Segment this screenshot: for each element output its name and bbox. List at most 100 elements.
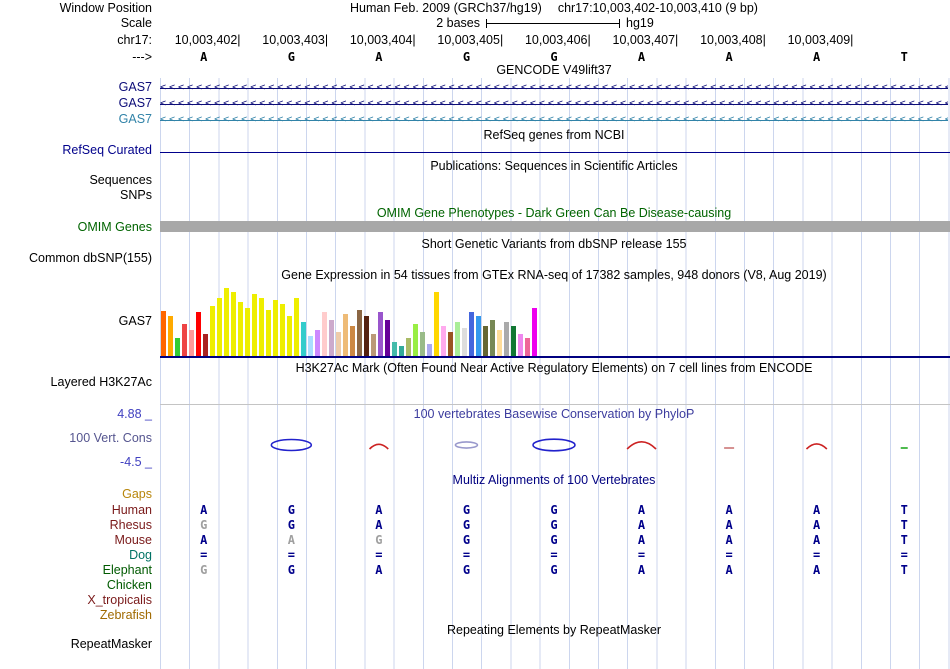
gtex-expression-bar[interactable]: [266, 310, 271, 356]
track-label-sequences[interactable]: Sequences: [89, 173, 152, 187]
reference-base: A: [813, 50, 821, 64]
gtex-expression-bar[interactable]: [196, 312, 201, 356]
intron-line: [160, 120, 948, 121]
conservation-glyph: [805, 443, 828, 450]
species-label-dog[interactable]: Dog: [129, 548, 152, 562]
gtex-expression-bar[interactable]: [315, 330, 320, 356]
gtex-expression-bar[interactable]: [455, 322, 460, 356]
gtex-expression-bar[interactable]: [217, 298, 222, 356]
gtex-expression-bar[interactable]: [420, 332, 425, 356]
gtex-expression-bar[interactable]: [252, 294, 257, 356]
gtex-expression-bar[interactable]: [168, 316, 173, 356]
species-label-chicken[interactable]: Chicken: [106, 578, 152, 592]
gtex-expression-bar[interactable]: [287, 316, 292, 356]
track-label-repeatmasker[interactable]: RepeatMasker: [70, 637, 152, 651]
gtex-expression-bar[interactable]: [504, 322, 509, 356]
gas7-transcript-row[interactable]: <<<<<<<<<<<<<<<<<<<<<<<<<<<<<<<<<<<<<<<<…: [160, 82, 948, 94]
alignment-row-dog[interactable]: = = = = = = = = =: [160, 548, 948, 563]
gtex-expression-bar[interactable]: [378, 312, 383, 356]
species-label-rhesus[interactable]: Rhesus: [109, 518, 152, 532]
gtex-expression-bar[interactable]: [224, 288, 229, 356]
track-label-gaps[interactable]: Gaps: [122, 487, 152, 501]
gtex-expression-bar[interactable]: [364, 316, 369, 356]
gtex-expression-bar[interactable]: [203, 334, 208, 356]
alignment-base: G: [287, 503, 295, 517]
gtex-expression-bar[interactable]: [399, 346, 404, 356]
track-label-gas7-2[interactable]: GAS7: [118, 96, 152, 110]
gtex-expression-bar[interactable]: [490, 320, 495, 356]
alignment-base: =: [813, 548, 821, 562]
gtex-expression-bar[interactable]: [483, 326, 488, 356]
gtex-expression-bar[interactable]: [448, 332, 453, 356]
gtex-expression-bar[interactable]: [441, 326, 446, 356]
gtex-expression-bar[interactable]: [294, 298, 299, 356]
gtex-bar-chart[interactable]: [161, 286, 541, 356]
alignment-row-zebrafish[interactable]: [160, 608, 948, 623]
gtex-expression-bar[interactable]: [231, 292, 236, 356]
species-label-elephant[interactable]: Elephant: [102, 563, 152, 577]
gtex-expression-bar[interactable]: [518, 334, 523, 356]
gtex-expression-bar[interactable]: [273, 300, 278, 356]
gtex-expression-bar[interactable]: [308, 336, 313, 356]
track-label-layered-h3k27ac[interactable]: Layered H3K27Ac: [50, 375, 152, 389]
species-label-zebrafish[interactable]: Zebrafish: [99, 608, 152, 622]
track-label-gas7-3[interactable]: GAS7: [118, 112, 152, 126]
gtex-expression-bar[interactable]: [350, 326, 355, 356]
gtex-expression-bar[interactable]: [525, 338, 530, 356]
conservation-plot[interactable]: [160, 430, 948, 458]
gtex-expression-bar[interactable]: [175, 338, 180, 356]
gtex-expression-bar[interactable]: [497, 330, 502, 356]
track-label-gtex-gas7[interactable]: GAS7: [118, 314, 152, 328]
gtex-expression-bar[interactable]: [343, 314, 348, 356]
gtex-expression-bar[interactable]: [357, 310, 362, 356]
gtex-expression-bar[interactable]: [532, 308, 537, 356]
gtex-expression-bar[interactable]: [182, 324, 187, 356]
gtex-expression-bar[interactable]: [238, 302, 243, 356]
alignment-row-x_tropicalis[interactable]: [160, 593, 948, 608]
alignment-base: [335, 608, 423, 623]
alignment-base: A: [637, 503, 646, 517]
gtex-expression-bar[interactable]: [259, 298, 264, 356]
gtex-expression-bar[interactable]: [245, 308, 250, 356]
gtex-expression-bar[interactable]: [392, 342, 397, 356]
gtex-expression-bar[interactable]: [280, 304, 285, 356]
gtex-expression-bar[interactable]: [189, 330, 194, 356]
gtex-expression-bar[interactable]: [301, 322, 306, 356]
alignment-row-chicken[interactable]: [160, 578, 948, 593]
track-label-refseq-curated[interactable]: RefSeq Curated: [62, 143, 152, 157]
track-label-common-dbsnp[interactable]: Common dbSNP(155): [29, 251, 152, 265]
track-label-100-vert-cons[interactable]: 100 Vert. Cons: [69, 431, 152, 445]
track-label-omim-genes[interactable]: OMIM Genes: [77, 220, 152, 234]
alignment-base: G: [550, 518, 558, 532]
species-label-x_tropicalis[interactable]: X_tropicalis: [87, 593, 152, 607]
gtex-expression-bar[interactable]: [511, 326, 516, 356]
track-label-snps[interactable]: SNPs: [120, 188, 152, 202]
gtex-expression-bar[interactable]: [469, 312, 474, 356]
gtex-expression-bar[interactable]: [406, 338, 411, 356]
alignment-base: =: [725, 548, 733, 562]
species-label-mouse[interactable]: Mouse: [114, 533, 152, 547]
refseq-curated-line[interactable]: [160, 152, 950, 153]
gtex-expression-bar[interactable]: [476, 316, 481, 356]
gtex-expression-bar[interactable]: [322, 312, 327, 356]
gtex-expression-bar[interactable]: [161, 311, 166, 356]
gtex-expression-bar[interactable]: [329, 320, 334, 356]
gas7-transcript-row[interactable]: <<<<<<<<<<<<<<<<<<<<<<<<<<<<<<<<<<<<<<<<…: [160, 98, 948, 110]
gtex-expression-bar[interactable]: [434, 292, 439, 356]
gas7-transcript-row[interactable]: <<<<<<<<<<<<<<<<<<<<<<<<<<<<<<<<<<<<<<<<…: [160, 114, 948, 126]
gtex-expression-bar[interactable]: [210, 306, 215, 356]
gtex-expression-bar[interactable]: [336, 332, 341, 356]
gtex-expression-bar[interactable]: [371, 334, 376, 356]
species-label-human[interactable]: Human: [111, 503, 152, 517]
track-label-gas7-1[interactable]: GAS7: [118, 80, 152, 94]
gtex-expression-bar[interactable]: [385, 320, 390, 356]
gtex-expression-bar[interactable]: [462, 328, 467, 356]
gtex-expression-bar[interactable]: [427, 344, 432, 356]
omim-gene-bar[interactable]: [160, 221, 950, 232]
gtex-expression-bar[interactable]: [413, 324, 418, 356]
